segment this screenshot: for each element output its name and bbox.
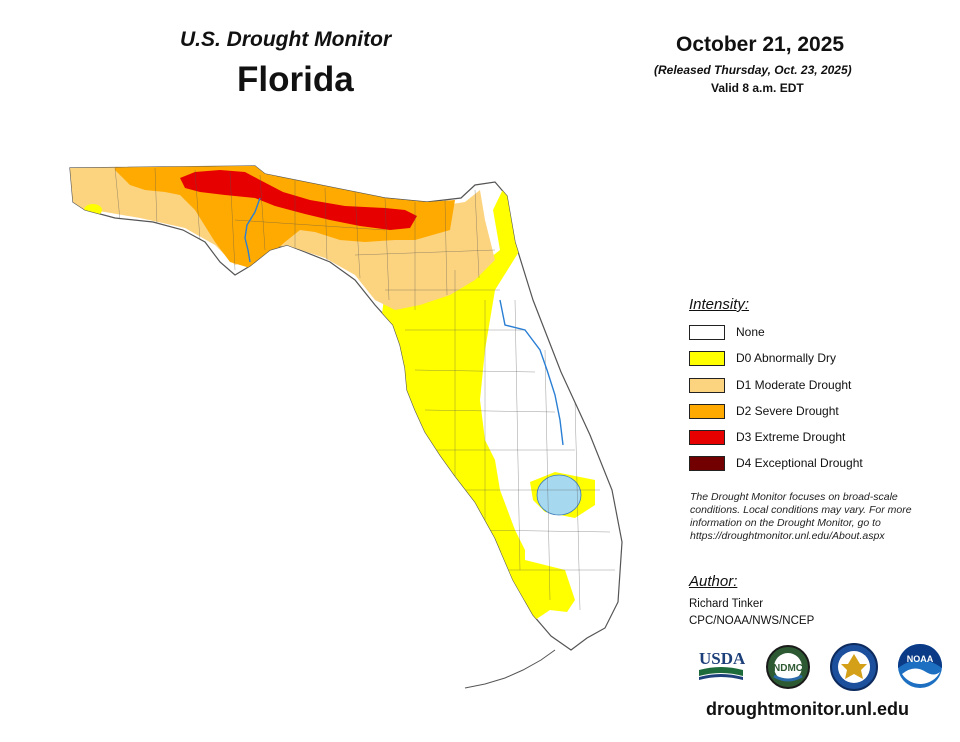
legend-label: D4 Exceptional Drought — [736, 456, 863, 470]
legend-item-d1: D1 Moderate Drought — [689, 376, 851, 394]
map-date: October 21, 2025 — [676, 33, 845, 56]
usda-logo: USDA — [697, 644, 746, 689]
florida-keys — [464, 649, 556, 689]
legend-label: D1 Moderate Drought — [736, 378, 852, 392]
legend-label: D3 Extreme Drought — [736, 430, 846, 444]
author-title: Author: — [689, 573, 738, 590]
st-johns-river — [499, 299, 564, 446]
legend-swatch — [689, 455, 725, 471]
doc-logo — [829, 642, 879, 697]
usda-logo-text: USDA — [699, 649, 745, 668]
legend-label: None — [736, 325, 765, 339]
legend-swatch — [689, 429, 725, 445]
ndmc-logo: NDMC — [764, 644, 812, 695]
map-title: Florida — [237, 60, 354, 99]
d3-region — [180, 170, 417, 230]
legend-swatch — [689, 377, 725, 393]
legend-swatch — [689, 324, 725, 340]
lake-okeechobee — [536, 474, 582, 516]
county-lines — [114, 167, 615, 611]
noaa-logo-text: NOAA — [907, 654, 934, 664]
author-name: Richard Tinker — [689, 598, 764, 610]
ndmc-logo-text: NDMC — [773, 663, 803, 674]
legend-item-d3: D3 Extreme Drought — [689, 428, 845, 446]
legend-item-d4: D4 Exceptional Drought — [689, 454, 863, 472]
noaa-logo: NOAA — [896, 642, 944, 695]
website-link[interactable]: droughtmonitor.unl.edu — [706, 699, 909, 719]
author-org: CPC/NOAA/NWS/NCEP — [689, 615, 815, 627]
florida-drought-map — [69, 165, 623, 689]
legend-swatch — [689, 403, 725, 419]
legend-item-d2: D2 Severe Drought — [689, 402, 839, 420]
apalachicola-river — [244, 197, 261, 263]
legend-label: D0 Abnormally Dry — [736, 351, 837, 365]
map-subtitle: U.S. Drought Monitor — [180, 28, 392, 51]
legend-label: D2 Severe Drought — [736, 404, 839, 418]
legend-title: Intensity: — [689, 296, 750, 313]
legend-item-none: None — [689, 323, 765, 341]
valid-time: Valid 8 a.m. EDT — [711, 81, 804, 95]
legend-item-d0: D0 Abnormally Dry — [689, 349, 836, 367]
release-date: (Released Thursday, Oct. 23, 2025) — [654, 63, 852, 77]
drought-monitor-note: The Drought Monitor focuses on broad-sca… — [690, 491, 912, 542]
legend-swatch — [689, 350, 725, 366]
